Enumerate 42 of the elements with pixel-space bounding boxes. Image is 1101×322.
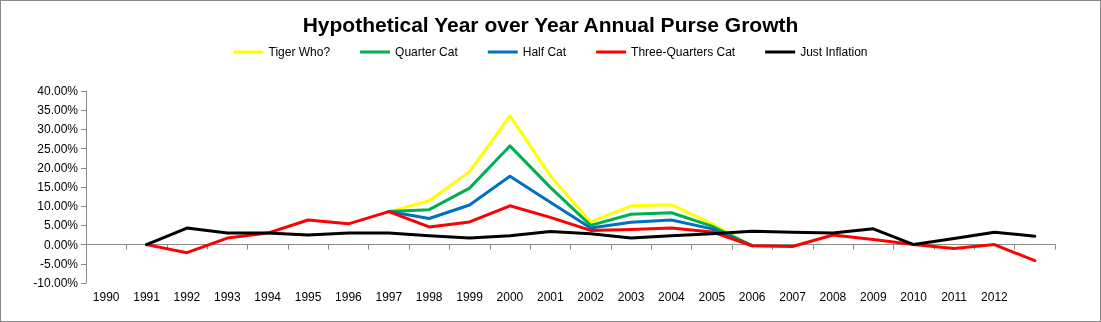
x-tick-label: 2011 <box>941 290 968 304</box>
x-tick-label: 1997 <box>375 290 403 304</box>
x-tick-label: 2000 <box>496 290 524 304</box>
x-tick-label: 2006 <box>738 290 766 304</box>
y-tick-label: 40.00% <box>37 84 79 98</box>
chart-title: Hypothetical Year over Year Annual Purse Growth <box>302 13 799 36</box>
y-tick-label: 10.00% <box>37 199 79 214</box>
legend-label: Just Inflation <box>800 45 868 59</box>
legend-label: Half Cat <box>522 45 567 59</box>
x-tick-label: 1995 <box>294 290 322 304</box>
line-series <box>145 226 1037 247</box>
x-tick-label: 1999 <box>456 290 484 304</box>
legend-label: Three-Quarters Cat <box>631 45 736 59</box>
x-tick-label: 1998 <box>415 290 443 304</box>
y-tick-label: 30.00% <box>37 122 79 137</box>
y-tick-label: 25.00% <box>37 141 79 156</box>
x-tick-label: 2005 <box>698 290 726 304</box>
x-tick-label: 2004 <box>658 290 686 304</box>
y-tick-label: 20.00% <box>37 160 79 175</box>
x-tick-label: 1991 <box>133 290 161 304</box>
y-tick-label: 5.00% <box>43 218 79 233</box>
y-tick-label: 15.00% <box>37 180 79 194</box>
x-tick-label: 2009 <box>859 290 887 304</box>
x-tick-label: 2002 <box>577 290 605 304</box>
x-tick-label: 2007 <box>779 290 807 304</box>
line-series <box>145 204 1037 263</box>
y-tick-label: 35.00% <box>37 103 79 118</box>
x-tick-label: 2010 <box>900 290 928 304</box>
x-tick-label: 1993 <box>213 290 241 304</box>
x-tick-label: 2003 <box>617 290 645 304</box>
x-tick-label: 1990 <box>92 290 120 304</box>
y-tick-label: 0.00% <box>43 237 79 252</box>
x-tick-label: 1994 <box>254 290 282 304</box>
x-tick-label: 1992 <box>173 290 201 304</box>
x-tick-label: 2001 <box>536 290 564 304</box>
legend-label: Tiger Who? <box>268 45 331 59</box>
y-tick-label: -10.00% <box>33 276 79 290</box>
y-tick-label: -5.00% <box>39 256 79 271</box>
x-tick-label: 2012 <box>981 290 1009 304</box>
legend-label: Quarter Cat <box>395 45 459 59</box>
x-tick-label: 2008 <box>819 290 847 304</box>
x-tick-label: 1996 <box>335 290 363 304</box>
